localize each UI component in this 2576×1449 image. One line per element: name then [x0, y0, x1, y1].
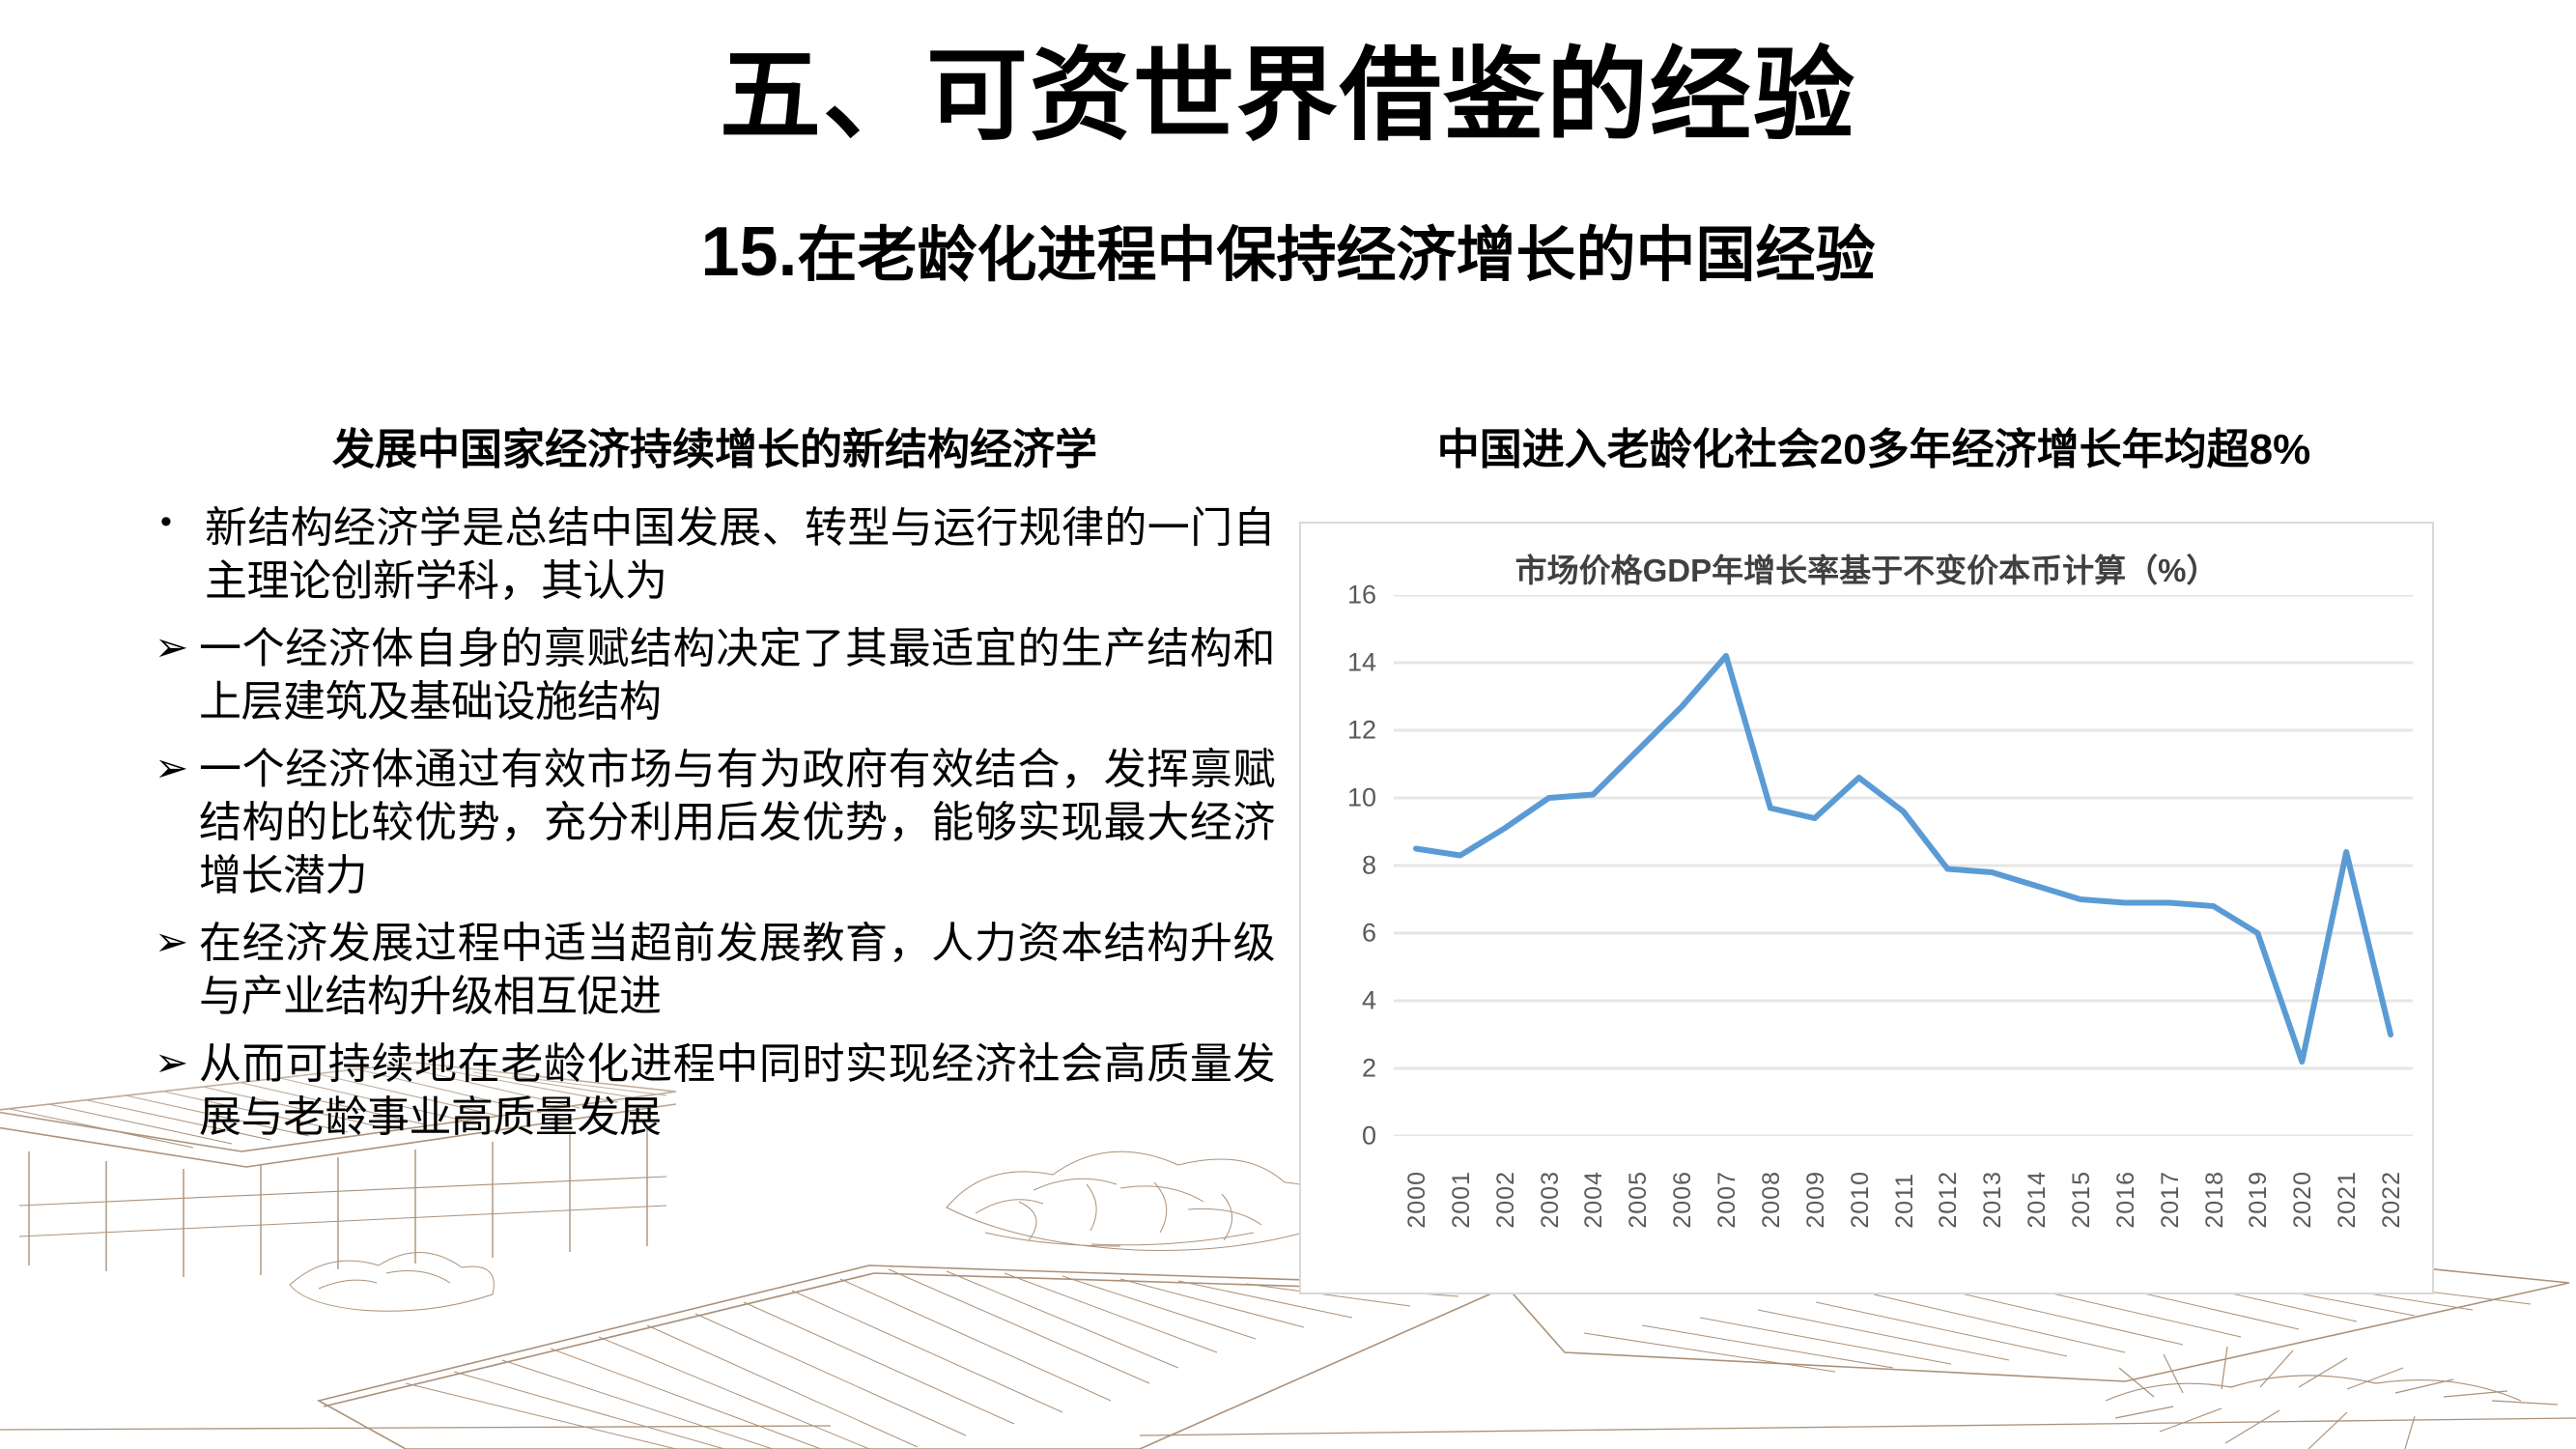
y-axis-tick: 6 [1361, 918, 1376, 948]
x-axis-tick: 2003 [1536, 1171, 1564, 1229]
bullet-text: 一个经济体通过有效市场与有为政府有效结合，发挥禀赋结构的比较优势，充分利用后发优… [199, 745, 1276, 900]
x-axis-tick: 2007 [1713, 1171, 1741, 1229]
x-axis-tick: 2013 [1979, 1171, 2007, 1229]
right-column: 中国进入老龄化社会20多年经济增长年均超8% 市场价格GDP年增长率基于不变价本… [1299, 425, 2449, 1294]
page-title: 五、可资世界借鉴的经验 [719, 40, 1856, 153]
x-axis-tick: 2019 [2245, 1171, 2273, 1229]
bullet-list: • 新结构经济学是总结中国发展、转型与运行规律的一门自主理论创新学科，其认为 ➢… [155, 501, 1276, 1145]
bullet-dot-icon: • [160, 502, 172, 540]
slide-body: 发展中国家经济持续增长的新结构经济学 • 新结构经济学是总结中国发展、转型与运行… [0, 425, 2576, 1401]
y-axis-tick: 10 [1346, 782, 1376, 812]
x-axis-tick: 2021 [2334, 1171, 2362, 1229]
x-axis-tick: 2017 [2156, 1171, 2184, 1229]
left-column: 发展中国家经济持续增长的新结构经济学 • 新结构经济学是总结中国发展、转型与运行… [155, 425, 1276, 1158]
x-axis-tick: 2011 [1890, 1173, 1918, 1229]
left-column-heading: 发展中国家经济持续增长的新结构经济学 [332, 426, 1097, 473]
bullet-arrow-icon: ➢ [155, 1038, 189, 1085]
bullet-text: 从而可持续地在老龄化进程中同时实现经济社会高质量发展与老龄事业高质量发展 [199, 1039, 1276, 1142]
chart-plot-wrapper: 16 14 12 10 8 6 4 2 0 2000 2001 2002 2003 2004 2005 20… [1301, 581, 2436, 1229]
y-axis-tick-labels: 16 14 12 10 8 6 4 2 0 [1301, 581, 1390, 1151]
x-axis-tick: 2004 [1580, 1171, 1608, 1229]
list-item: ➢ 一个经济体自身的禀赋结构决定了其最适宜的生产结构和上层建筑及基础设施结构 [155, 622, 1276, 729]
x-axis-tick: 2008 [1757, 1171, 1785, 1229]
list-item: ➢ 在经济发展过程中适当超前发展教育，人力资本结构升级与产业结构升级相互促进 [155, 917, 1276, 1024]
right-column-heading: 中国进入老龄化社会20多年经济增长年均超8% [1436, 426, 2311, 473]
chart-gridlines [1394, 595, 2413, 1136]
x-axis-tick-labels: 2000 2001 2002 2003 2004 2005 2006 2007 2008 2009… [1394, 1142, 2413, 1229]
chart-series-line [1416, 656, 2391, 1062]
x-axis-tick: 2002 [1491, 1171, 1519, 1229]
x-axis-tick: 2012 [1935, 1171, 1963, 1229]
x-axis-tick: 2010 [1846, 1171, 1874, 1229]
x-axis-tick: 2005 [1625, 1171, 1653, 1229]
list-item: ➢ 一个经济体通过有效市场与有为政府有效结合，发挥禀赋结构的比较优势，充分利用后… [155, 743, 1276, 903]
chart-card: 市场价格GDP年增长率基于不变价本币计算（%） 16 14 12 10 8 6 4 2 0 20… [1299, 522, 2434, 1294]
x-axis-tick: 2014 [2024, 1171, 2052, 1229]
y-axis-tick: 0 [1361, 1121, 1376, 1151]
x-axis-tick: 2009 [1801, 1171, 1829, 1229]
y-axis-tick: 16 [1346, 580, 1376, 610]
x-axis-tick: 2018 [2200, 1171, 2228, 1229]
y-axis-tick: 4 [1361, 985, 1376, 1015]
x-axis-tick: 2000 [1402, 1171, 1430, 1229]
x-axis-tick: 2015 [2067, 1171, 2095, 1229]
y-axis-tick: 12 [1346, 715, 1376, 745]
bullet-text: 一个经济体自身的禀赋结构决定了其最适宜的生产结构和上层建筑及基础设施结构 [199, 624, 1276, 726]
chart-title: 市场价格GDP年增长率基于不变价本币计算（%） [1514, 553, 2219, 588]
list-item: • 新结构经济学是总结中国发展、转型与运行规律的一门自主理论创新学科，其认为 [155, 501, 1276, 609]
page-subtitle: 15.在老龄化进程中保持经济增长的中国经验 [0, 213, 2576, 291]
bullet-arrow-icon: ➢ [155, 623, 189, 669]
line-chart-svg [1394, 595, 2413, 1136]
list-item: ➢ 从而可持续地在老龄化进程中同时实现经济社会高质量发展与老龄事业高质量发展 [155, 1037, 1276, 1145]
bullet-text: 新结构经济学是总结中国发展、转型与运行规律的一门自主理论创新学科，其认为 [205, 503, 1276, 606]
bullet-text: 在经济发展过程中适当超前发展教育，人力资本结构升级与产业结构升级相互促进 [199, 919, 1276, 1021]
bullet-arrow-icon: ➢ [155, 918, 189, 964]
y-axis-tick: 14 [1346, 647, 1376, 677]
subtitle-text: 在老龄化进程中保持经济增长的中国经验 [797, 222, 1876, 289]
x-axis-tick: 2006 [1669, 1171, 1697, 1229]
y-axis-tick: 2 [1361, 1053, 1376, 1083]
x-axis-tick: 2001 [1447, 1171, 1475, 1229]
chart-plot-area [1394, 595, 2413, 1136]
bullet-arrow-icon: ➢ [155, 744, 189, 790]
x-axis-tick: 2016 [2111, 1171, 2139, 1229]
x-axis-tick: 2022 [2378, 1171, 2406, 1229]
y-axis-tick: 8 [1361, 850, 1376, 880]
subtitle-number: 15. [700, 213, 798, 291]
x-axis-tick: 2020 [2289, 1171, 2317, 1229]
